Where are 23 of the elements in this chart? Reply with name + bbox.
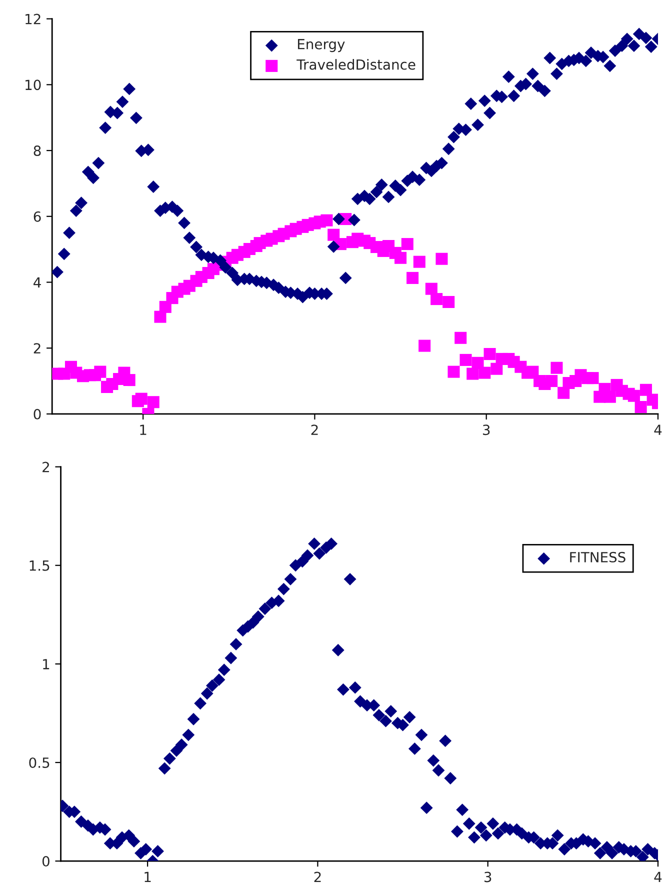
y-tick-label: 0 bbox=[34, 408, 41, 420]
y-tick-label: 1 bbox=[43, 659, 50, 670]
y-tick-label: 8 bbox=[34, 145, 41, 156]
x-tick-label: 3 bbox=[484, 872, 492, 882]
y-tick-label: 0 bbox=[42, 856, 50, 867]
y-tick-label: 2 bbox=[34, 343, 40, 354]
y-tick-label: 1.5 bbox=[30, 560, 50, 571]
x-tick-label: 1 bbox=[140, 424, 146, 435]
y-tick-label: 4 bbox=[34, 277, 41, 288]
x-tick-label: 2 bbox=[311, 424, 318, 435]
legend-label: TraveledDistance bbox=[296, 59, 416, 70]
legend-label: Energy bbox=[298, 39, 345, 52]
x-tick-label: 2 bbox=[314, 872, 321, 882]
y-tick-label: 10 bbox=[26, 80, 41, 90]
y-tick-label: 0.5 bbox=[29, 757, 50, 768]
y-tick-label: 2 bbox=[42, 462, 49, 472]
x-tick-label: 4 bbox=[654, 424, 662, 435]
legend-label: FITNESS bbox=[570, 552, 626, 562]
y-tick-label: 12 bbox=[26, 14, 40, 24]
x-tick-label: 3 bbox=[482, 424, 490, 436]
x-tick-label: 4 bbox=[654, 872, 662, 882]
x-tick-label: 1 bbox=[144, 872, 151, 882]
y-tick-label: 6 bbox=[34, 211, 41, 222]
